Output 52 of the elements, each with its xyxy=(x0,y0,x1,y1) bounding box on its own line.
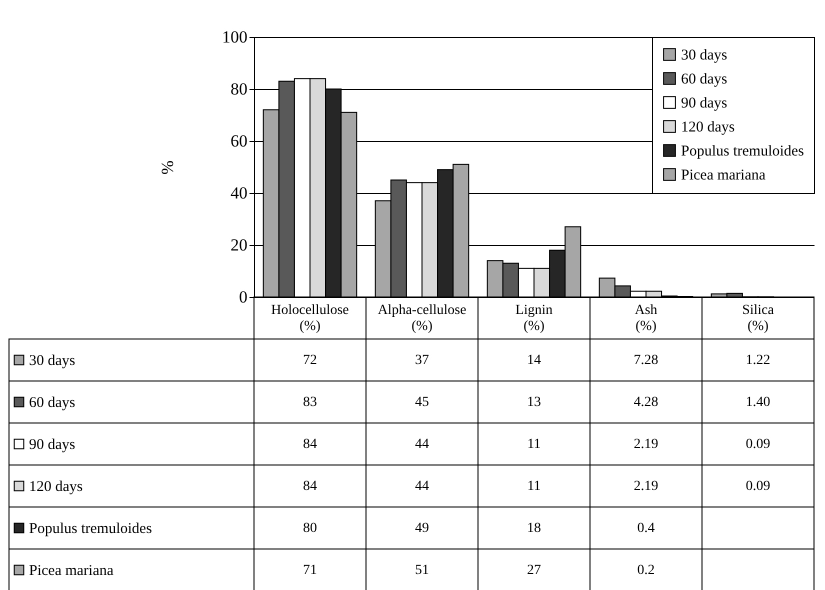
data-label: 2.19 xyxy=(634,437,658,452)
data-label: 44 xyxy=(415,479,429,494)
text: 90 days xyxy=(29,437,76,453)
data-label: 44 xyxy=(415,437,429,452)
text: Populus tremuloides xyxy=(29,521,152,537)
data-label: 0.2 xyxy=(637,563,655,578)
data-label: 1.40 xyxy=(746,395,770,410)
data-label: 18 xyxy=(527,521,541,536)
text: Picea mariana xyxy=(29,563,114,579)
text: 30 days xyxy=(29,353,76,369)
data-label: 0.4 xyxy=(637,521,655,536)
y-tick-label: 80 xyxy=(230,80,248,98)
data-label: 51 xyxy=(415,563,429,578)
data-label: 83 xyxy=(303,395,317,410)
data-label: 11 xyxy=(527,479,541,494)
legend-label: Picea mariana xyxy=(681,168,766,184)
data-label: 7.28 xyxy=(634,353,658,368)
data-label: 4.28 xyxy=(634,395,658,410)
x-tick-label: Silica (%) xyxy=(742,303,775,334)
legend-label: 30 days xyxy=(681,48,728,64)
text: 60 days xyxy=(29,395,76,411)
data-label: 45 xyxy=(415,395,429,410)
y-tick-label: 20 xyxy=(230,236,248,254)
data-label: 1.22 xyxy=(746,353,770,368)
x-tick-label: Alpha-cellulose (%) xyxy=(378,303,466,334)
y-axis-title: % xyxy=(158,160,177,175)
data-label: 72 xyxy=(303,353,317,368)
x-tick-label: Ash (%) xyxy=(634,303,658,334)
y-tick-label: 100 xyxy=(222,28,248,46)
x-tick-label: Lignin (%) xyxy=(515,303,553,334)
legend-label: 90 days xyxy=(681,96,728,112)
y-tick-label: 60 xyxy=(230,132,248,150)
data-label: 71 xyxy=(303,563,317,578)
text: 120 days xyxy=(29,479,83,495)
data-label: 2.19 xyxy=(634,479,658,494)
legend-label: 60 days xyxy=(681,72,728,88)
data-label: 0.09 xyxy=(746,437,770,452)
data-label: 84 xyxy=(303,437,317,452)
data-label: 14 xyxy=(527,353,541,368)
data-label: 49 xyxy=(415,521,429,536)
data-label: 11 xyxy=(527,437,541,452)
data-label: 37 xyxy=(415,353,429,368)
data-label: 13 xyxy=(527,395,541,410)
x-tick-label: Holocellulose (%) xyxy=(271,303,349,334)
data-label: 84 xyxy=(303,479,317,494)
data-label: 0.09 xyxy=(746,479,770,494)
legend-label: 120 days xyxy=(681,120,735,136)
y-tick-label: 0 xyxy=(239,288,248,306)
y-tick-label: 40 xyxy=(230,184,248,202)
data-label: 27 xyxy=(527,563,541,578)
data-label: 80 xyxy=(303,521,317,536)
legend-label: Populus tremuloides xyxy=(681,144,804,160)
